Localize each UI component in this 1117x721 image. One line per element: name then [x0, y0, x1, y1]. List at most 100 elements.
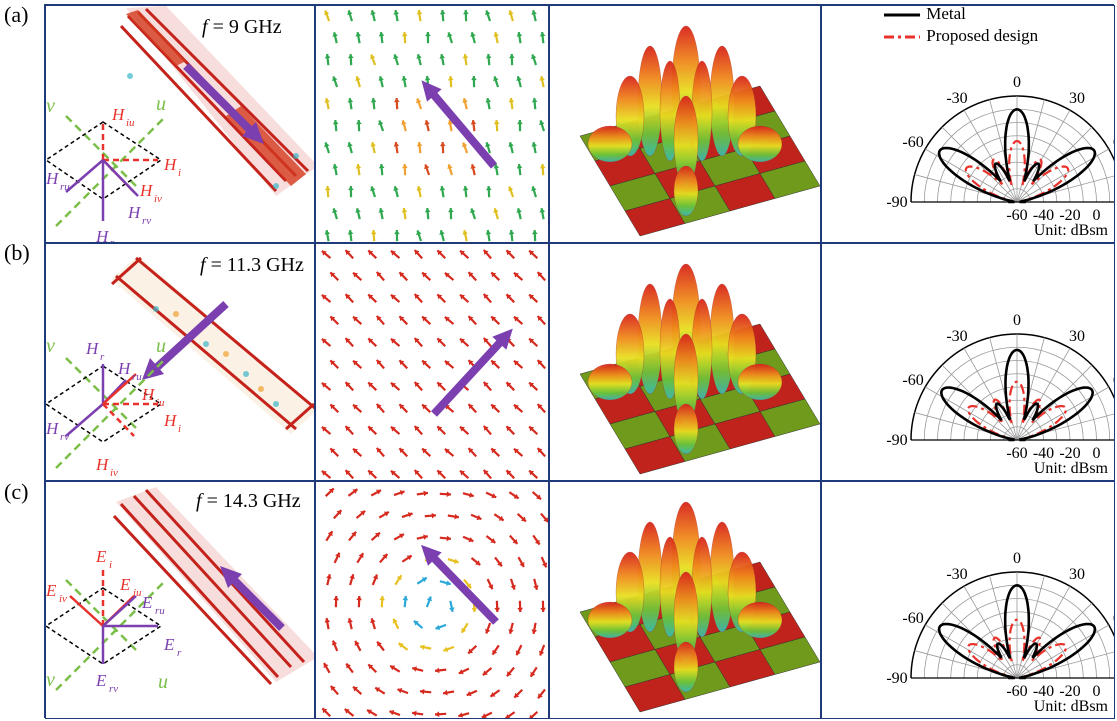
field-arrow-head	[345, 426, 351, 432]
field-arrow-head	[333, 596, 339, 601]
field-arrow-head	[448, 208, 454, 213]
field-arrow-head	[483, 425, 489, 431]
field-arrow-head	[510, 584, 516, 590]
field-arrow-head	[321, 426, 327, 432]
scattering-3d-panel-a	[549, 5, 821, 243]
field-arrow-head	[332, 208, 338, 214]
field-arrow-head	[378, 164, 385, 169]
field-arrow-head	[444, 360, 450, 366]
field-arrow-head	[539, 208, 546, 213]
field-arrow-head	[353, 360, 359, 366]
svg-text:i: i	[178, 167, 181, 179]
polar-angle-label: 30	[1069, 566, 1085, 583]
field-arrow-head	[321, 294, 327, 300]
field-arrow-head	[491, 316, 497, 322]
polar-radial-label: -60	[1006, 683, 1027, 700]
field-arrow-head	[331, 640, 338, 646]
field-arrow-head	[358, 553, 364, 559]
field-arrow-head	[345, 294, 351, 300]
field-arrow-head	[462, 98, 468, 103]
field-arrow-head	[324, 54, 331, 59]
polar-radial-label: 0	[1093, 207, 1101, 224]
svg-text:E: E	[95, 671, 107, 690]
polar-spoke	[989, 99, 1018, 203]
polar-spoke	[1016, 99, 1045, 203]
field-arrow-head	[368, 426, 374, 432]
field-arrow-head	[382, 553, 388, 559]
field-arrow-head	[513, 404, 519, 410]
field-arrow-head	[324, 10, 330, 16]
field-arrow-head	[466, 583, 472, 589]
polar-spoke	[941, 602, 1018, 679]
field-arrow-head	[353, 272, 359, 278]
field-arrow-head	[483, 337, 489, 343]
field-arrow-head	[539, 120, 545, 126]
svg-text:rv: rv	[142, 215, 151, 227]
polar-angle-label: -60	[902, 610, 923, 627]
svg-text:H: H	[127, 203, 142, 222]
vector-diagram-c: v u E i E iv E iu E ru E r E rv	[46, 547, 182, 695]
field-arrow-head	[517, 120, 523, 125]
polar-radial-label: -20	[1059, 445, 1080, 462]
field-arrow-head	[422, 404, 428, 410]
svg-text:iu: iu	[133, 587, 142, 599]
field-arrow-head	[443, 689, 448, 696]
svg-text:r: r	[110, 237, 115, 243]
vector-field-panel-a	[315, 5, 549, 243]
svg-text:u: u	[158, 671, 168, 693]
scattering-lobe	[587, 363, 633, 401]
field-arrow-head	[444, 316, 450, 322]
polar-spoke	[1016, 348, 1071, 441]
svg-text:r: r	[177, 647, 182, 659]
field-arrow-head	[468, 648, 474, 654]
vector-diagram-a: v u H iu H i H iv H ru H rv H r	[46, 93, 181, 243]
field-arrow-head	[435, 667, 440, 674]
frequency-label-b: f = 11.3 GHz	[200, 254, 304, 276]
svg-text:E: E	[141, 593, 153, 612]
field-arrow-head	[370, 142, 376, 147]
field-arrow-head	[508, 629, 514, 634]
polar-radial-label: -40	[1033, 445, 1054, 462]
polar-radial-label: -20	[1059, 207, 1080, 224]
field-arrow-head	[420, 688, 425, 695]
field-arrow-head	[538, 650, 545, 656]
field-arrow-head	[336, 510, 342, 516]
field-arrow-head	[351, 531, 357, 537]
scattering-pattern-c	[579, 501, 820, 713]
field-direction-arrow	[424, 85, 498, 169]
scattering-lobe	[673, 165, 699, 217]
field-arrow-head	[439, 10, 446, 15]
field-arrow-head	[513, 448, 519, 454]
field-arrow-head	[458, 669, 464, 675]
field-arrow-head	[516, 208, 522, 213]
polar-radial-label: -40	[1033, 683, 1054, 700]
field-arrow-head	[412, 666, 417, 672]
field-arrow-head	[423, 490, 428, 497]
field-arrow-head	[370, 98, 377, 103]
polar-spoke	[1016, 126, 1093, 203]
field-arrow-head	[483, 293, 489, 299]
field-arrow-head	[468, 272, 474, 278]
field-arrow-head	[402, 596, 409, 601]
polar-angle-label: -90	[886, 432, 907, 449]
scattering-3d-panel-b	[549, 243, 821, 481]
field-arrow-head	[390, 426, 396, 432]
polar-angle-label: -60	[902, 134, 923, 151]
row-label-c: (c)	[4, 479, 29, 504]
field-arrow-head	[422, 448, 428, 454]
field-arrow-head	[324, 230, 331, 235]
field-arrow-head	[355, 76, 361, 82]
field-arrow-head	[529, 338, 535, 344]
field-arrow-head	[444, 272, 450, 278]
field-arrow-head	[355, 208, 361, 213]
field-arrow-head	[374, 532, 380, 538]
polar-angle-label: -60	[902, 372, 923, 389]
field-arrow-head	[347, 98, 354, 103]
field-arrow-head	[506, 250, 512, 256]
polar-spoke	[963, 110, 1018, 203]
field-direction-arrowhead	[492, 328, 513, 350]
field-arrow-head	[348, 186, 354, 191]
field-arrow-head	[354, 640, 360, 646]
field-arrow-head	[332, 32, 338, 37]
field-arrow-head	[372, 574, 379, 580]
